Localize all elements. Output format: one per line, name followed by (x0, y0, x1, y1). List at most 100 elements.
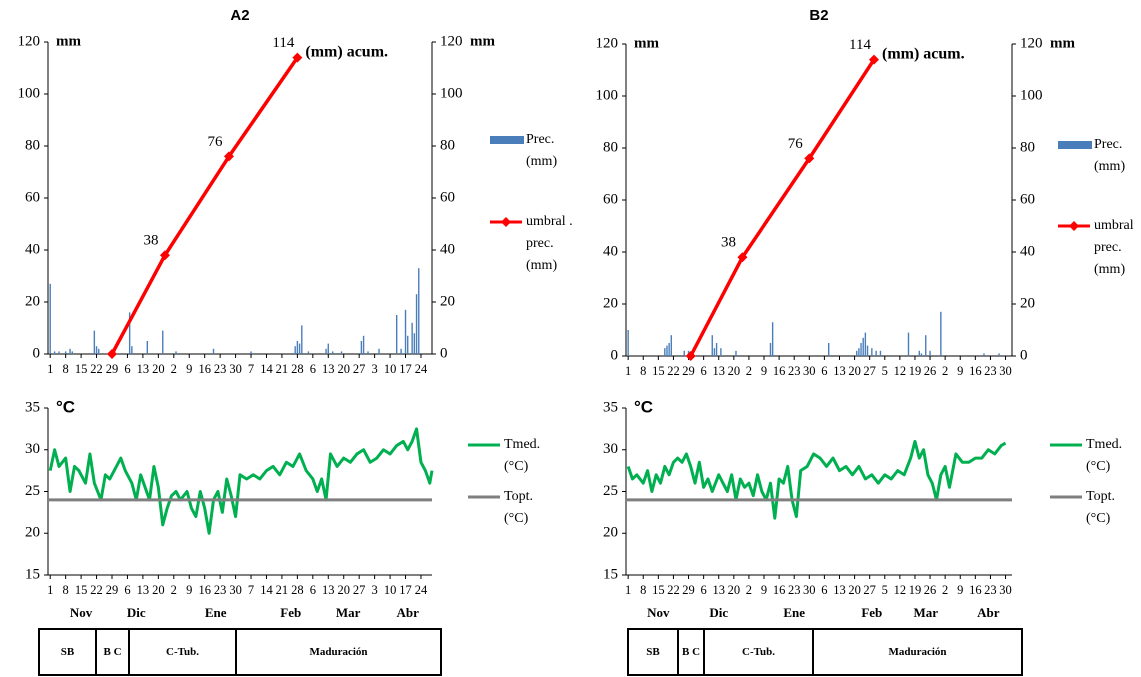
x-tick-label: 10 (384, 362, 397, 376)
x-tick-label: 27 (863, 583, 876, 597)
month-label: Feb (861, 605, 882, 620)
y2-axis-label: mm (470, 33, 495, 49)
bar (771, 322, 774, 356)
y-tick-label: 40 (25, 241, 40, 257)
x-tick-label: 2 (746, 583, 752, 597)
bar (713, 348, 716, 356)
data-label: 38 (143, 233, 158, 249)
x-tick-label: 13 (833, 364, 846, 378)
y2-tick-label: 80 (1020, 139, 1035, 155)
bar (860, 343, 862, 356)
bar (769, 343, 772, 356)
x-tick-label: 8 (640, 364, 646, 378)
y-tick-label: 0 (33, 345, 41, 361)
y2-tick-label: 0 (1020, 347, 1028, 363)
phase-table: SB B C C-Tub. Maduración (38, 628, 442, 676)
bar (301, 325, 303, 354)
x-tick-label: 16 (773, 583, 786, 597)
x-tick-label: 20 (337, 362, 350, 376)
bar (404, 309, 407, 354)
annotation: (mm) acum. (882, 45, 965, 62)
data-label: 114 (849, 37, 871, 53)
y-tick-label: 20 (603, 295, 618, 311)
x-tick-label: 20 (152, 362, 165, 376)
x-tick-label: 21 (276, 583, 289, 597)
y-tick-label: 15 (603, 566, 618, 582)
marker (737, 252, 748, 263)
phase: B C (95, 628, 130, 676)
phase: Maduración (812, 628, 1023, 676)
bar (418, 268, 420, 354)
marker (159, 250, 170, 261)
y-tick-label: 100 (596, 87, 619, 103)
y-tick-label: 25 (25, 483, 40, 499)
bar (49, 283, 51, 354)
y2-tick-label: 120 (1020, 35, 1043, 51)
x-tick-label: 8 (63, 583, 69, 597)
x-tick-label: 29 (682, 364, 695, 378)
bar (378, 348, 380, 354)
x-tick-label: 6 (701, 364, 707, 378)
bar (715, 343, 718, 356)
y2-tick-label: 40 (1020, 243, 1035, 259)
y-tick-label: 0 (611, 347, 619, 363)
legend-label: Tmed. (°C) (504, 437, 541, 474)
phase: Maduración (235, 628, 442, 676)
legend-label: Topt. (°C) (1086, 489, 1115, 526)
x-tick-label: 13 (712, 364, 725, 378)
x-tick-label: 17 (399, 583, 412, 597)
x-tick-label: 16 (969, 583, 982, 597)
x-tick-label: 30 (229, 583, 242, 597)
x-tick-label: 26 (924, 583, 937, 597)
bar (828, 343, 830, 356)
bar (983, 353, 985, 356)
x-tick-label: 1 (47, 583, 53, 597)
y2-tick-label: 20 (440, 293, 455, 309)
bar (998, 353, 1000, 356)
y2-tick-label: 20 (1020, 295, 1035, 311)
legend-swatch (490, 136, 524, 144)
data-label: 76 (788, 136, 804, 152)
x-tick-label: 30 (229, 362, 242, 376)
month-label: Abr (977, 605, 1000, 620)
bar (670, 335, 672, 356)
marker (107, 349, 117, 359)
bar (925, 335, 927, 356)
y2-tick-label: 100 (440, 85, 463, 101)
bar (400, 348, 402, 354)
bar (918, 350, 920, 356)
x-tick-label: 30 (803, 364, 816, 378)
bar (866, 345, 869, 356)
x-tick-label: 5 (882, 583, 888, 597)
bar (664, 348, 666, 356)
y-tick-label: 60 (25, 189, 40, 205)
y-tick-label: 40 (603, 243, 618, 259)
bar (98, 348, 100, 354)
y-tick-label: 80 (25, 137, 40, 153)
bar (668, 343, 670, 356)
x-tick-label: 6 (124, 583, 130, 597)
bar (360, 341, 363, 354)
x-tick-label: 9 (186, 362, 192, 376)
bar (907, 332, 910, 356)
legend-marker (1069, 221, 1079, 231)
y-tick-label: 15 (25, 566, 40, 582)
bar (340, 351, 343, 354)
bar (296, 341, 299, 354)
phase: C-Tub. (128, 628, 237, 676)
x-tick-label: 17 (399, 362, 412, 376)
x-tick-label: 20 (152, 583, 165, 597)
legend-label: Prec. (mm) (526, 132, 558, 169)
bar (856, 350, 858, 356)
x-tick-label: 27 (353, 362, 366, 376)
legend-label: umbral . prec. (mm) (526, 214, 573, 273)
y-axis-label: °C (634, 397, 653, 416)
line (48, 427, 434, 535)
bar (331, 351, 334, 354)
x-tick-label: 13 (322, 362, 335, 376)
marker (292, 52, 303, 63)
bar (929, 350, 931, 356)
phase: C-Tub. (703, 628, 814, 676)
x-tick-label: 15 (652, 583, 665, 597)
bar (95, 346, 98, 354)
